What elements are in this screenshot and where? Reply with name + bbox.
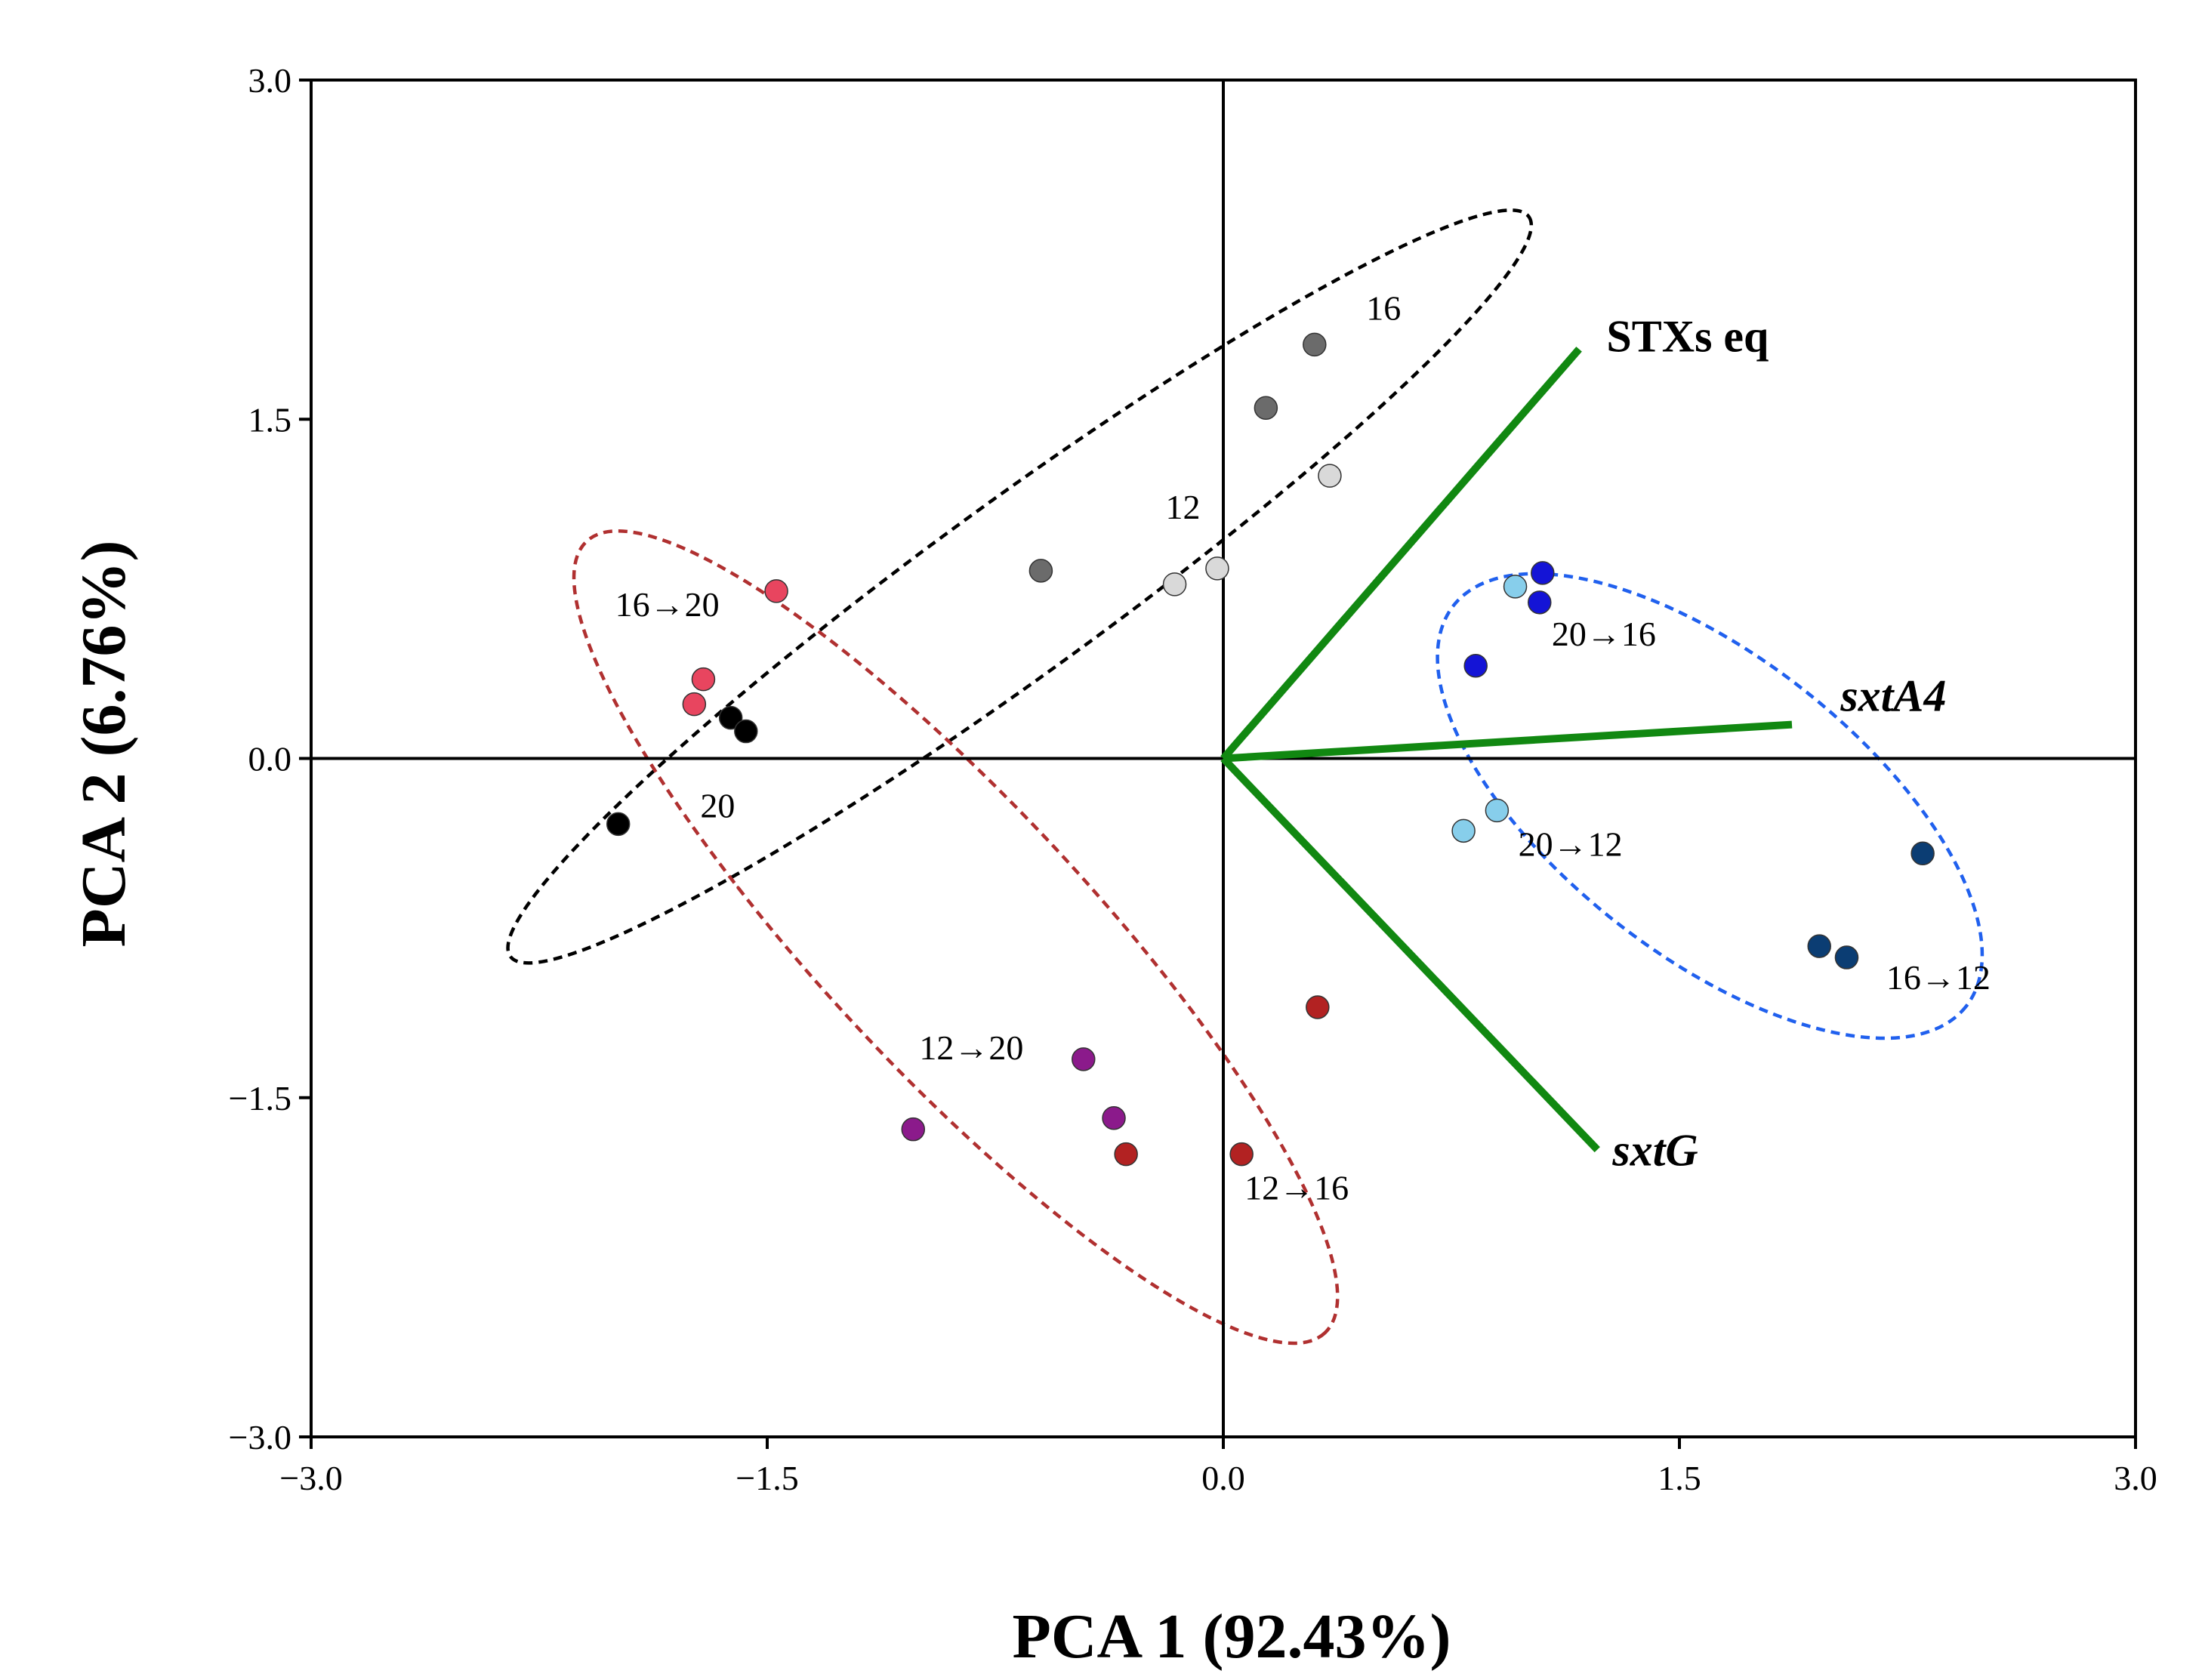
group-label-20-to-16: 20→16 xyxy=(1552,615,1656,653)
point-20-to-16 xyxy=(1528,590,1552,615)
point-20 xyxy=(718,705,743,730)
point-16 xyxy=(1028,559,1053,583)
y-tick-label: 0.0 xyxy=(248,740,292,778)
point-12-to-16 xyxy=(1114,1142,1138,1167)
vector-layer xyxy=(1220,347,1793,1153)
point-16-to-20 xyxy=(682,692,707,717)
x-tick-label: 3.0 xyxy=(2114,1459,2157,1497)
group-label-20-to-12: 20→12 xyxy=(1519,825,1623,863)
point-16 xyxy=(1254,396,1278,421)
group-label-12-to-16: 12→16 xyxy=(1244,1169,1349,1207)
point-16-to-12 xyxy=(1910,841,1935,866)
group-label-16-to-12: 16→12 xyxy=(1886,958,1991,997)
vector-stxs-eq xyxy=(1220,347,1582,761)
point-20-to-12 xyxy=(1485,798,1510,823)
point-12-to-20 xyxy=(901,1117,926,1142)
vector-label-sxta4: sxtA4 xyxy=(1840,671,1946,721)
point-12 xyxy=(1162,572,1187,596)
point-20 xyxy=(734,719,758,744)
point-layer xyxy=(606,332,1935,1167)
group-label-20: 20 xyxy=(700,786,735,825)
point-12-to-16 xyxy=(1229,1142,1254,1167)
x-axis-title: PCA 1 (92.43%) xyxy=(1013,1601,1451,1672)
ellipse-layer xyxy=(506,208,1984,1346)
group-label-12: 12 xyxy=(1165,488,1200,526)
point-20-to-16 xyxy=(1463,653,1488,678)
point-12-to-20 xyxy=(1102,1105,1126,1130)
red-group-ellipse xyxy=(572,529,1340,1346)
x-tick-label: −1.5 xyxy=(736,1459,798,1497)
point-12 xyxy=(1318,464,1342,488)
y-tick-label: 3.0 xyxy=(248,61,292,100)
group-label-16: 16 xyxy=(1366,288,1401,327)
point-16 xyxy=(1303,332,1327,357)
vector-label-stxs-eq: STXs eq xyxy=(1606,311,1769,361)
x-tick-label: 0.0 xyxy=(1201,1459,1245,1497)
y-tick-label: −1.5 xyxy=(229,1079,291,1117)
black-group-ellipse xyxy=(506,208,1534,965)
point-12-to-16 xyxy=(1306,995,1330,1019)
vector-label-sxtg: sxtG xyxy=(1611,1126,1698,1176)
point-20-to-16-light xyxy=(1503,575,1528,599)
blue-group-ellipse xyxy=(1436,572,1984,1040)
label-layer: STXs eq sxtA4 sxtG 16 12 16→20 20 20→16 20→12 16→… xyxy=(615,288,1991,1207)
point-16-to-12 xyxy=(1834,945,1859,969)
point-20 xyxy=(606,812,631,837)
y-axis-title: PCA 2 (6.76%) xyxy=(69,541,139,948)
point-20-to-12 xyxy=(1451,818,1476,843)
point-12 xyxy=(1205,556,1229,581)
point-16-to-12 xyxy=(1807,934,1831,958)
group-label-12-to-20: 12→20 xyxy=(919,1028,1023,1067)
y-tick-label: −3.0 xyxy=(229,1418,291,1457)
point-16-to-20 xyxy=(691,667,716,692)
vector-sxtg xyxy=(1220,756,1600,1153)
point-20-to-16 xyxy=(1531,561,1555,585)
x-tick-label: 1.5 xyxy=(1658,1459,1701,1497)
point-12-to-20 xyxy=(1072,1047,1096,1071)
group-label-16-to-20: 16→20 xyxy=(615,585,720,624)
vector-sxta4 xyxy=(1223,720,1793,763)
y-tick-label: 1.5 xyxy=(248,400,292,439)
point-16-to-20 xyxy=(764,579,788,603)
axes-layer: −3.0 −1.5 0.0 1.5 3.0 −3.0 −1.5 0.0 1.5 3.0 xyxy=(229,61,2157,1497)
x-tick-label: −3.0 xyxy=(279,1459,342,1497)
